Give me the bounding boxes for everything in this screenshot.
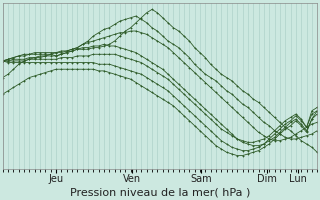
X-axis label: Pression niveau de la mer( hPa ): Pression niveau de la mer( hPa ) (70, 187, 250, 197)
